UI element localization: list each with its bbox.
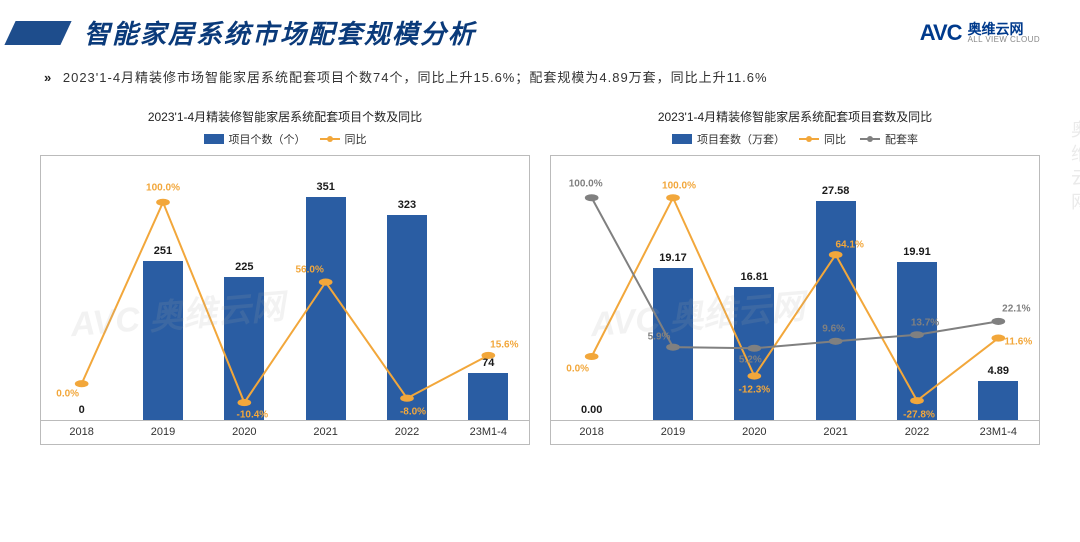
chart-left-title: 2023'1-4月精装修智能家居系统配套项目个数及同比 [40, 108, 530, 125]
legend-bar: 项目套数（万套） [672, 131, 785, 147]
bar-column: 351 [285, 166, 366, 420]
title-wrap: 智能家居系统市场配套规模分析 [18, 14, 476, 51]
line-value-label: 100.0% [662, 180, 696, 191]
subtitle: » 2023'1-4月精装修市场智能家居系统配套项目个数74个，同比上升15.6… [0, 57, 1080, 90]
bar-column: 0 [41, 166, 122, 420]
bar-column: 251 [122, 166, 203, 420]
line-value-label: 9.6% [822, 324, 845, 335]
line-swatch-icon [799, 138, 819, 140]
line-swatch-icon [860, 138, 880, 140]
line-value-label: 22.1% [1002, 304, 1030, 315]
subtitle-text: 2023'1-4月精装修市场智能家居系统配套项目个数74个，同比上升15.6%；… [63, 70, 768, 85]
legend-line-gray: 配套率 [860, 131, 918, 147]
logo-cn: 奥维云网 [968, 22, 1040, 36]
bar: 74 [468, 373, 508, 420]
line-swatch-icon: .legend .sw-line::before{background:inhe… [320, 138, 340, 140]
bar-column: 323 [366, 166, 447, 420]
logo-en: ALL VIEW CLOUD [968, 36, 1040, 44]
line-value-label: 11.6% [1004, 337, 1032, 348]
line-value-label: 0.0% [566, 363, 589, 374]
chart-left-plot: 0 251 225 351 323 74 2018201920202021202223M1… [40, 155, 530, 445]
x-tick: 23M1-4 [448, 421, 529, 444]
bar-value-label: 0 [79, 404, 85, 416]
charts-row: 2023'1-4月精装修智能家居系统配套项目个数及同比 项目个数（个） .leg… [0, 90, 1080, 445]
page-title: 智能家居系统市场配套规模分析 [84, 14, 476, 51]
line-value-label: 64.1% [835, 239, 863, 250]
bar-column: 74 [448, 166, 529, 420]
line-value-label: 13.7% [911, 317, 939, 328]
bar-value-label: 251 [154, 245, 172, 257]
bar-value-label: 351 [316, 181, 334, 193]
bar: 19.17 [653, 268, 693, 420]
x-tick: 2018 [41, 421, 122, 444]
x-tick: 2021 [285, 421, 366, 444]
line-value-label: 5.2% [739, 355, 762, 366]
chart-right-title: 2023'1-4月精装修智能家居系统配套项目套数及同比 [550, 108, 1040, 125]
bar-value-label: 19.17 [659, 252, 687, 264]
x-tick: 2019 [632, 421, 713, 444]
x-tick: 23M1-4 [958, 421, 1039, 444]
bar: 16.81 [734, 287, 774, 420]
bar-value-label: 74 [482, 357, 494, 369]
line-value-label: -27.8% [903, 409, 935, 420]
bar: 251 [143, 261, 183, 420]
bar: 225 [224, 277, 264, 420]
line-value-label: -10.4% [236, 409, 268, 420]
bar-value-label: 27.58 [822, 185, 850, 197]
chart-right-plot: 0.0019.1716.8127.5819.914.89 20182019202… [550, 155, 1040, 445]
line-value-label: 56.0% [295, 265, 323, 276]
bar-swatch-icon [204, 134, 224, 144]
line-value-label: 5.9% [648, 332, 671, 343]
x-tick: 2019 [122, 421, 203, 444]
x-tick: 2018 [551, 421, 632, 444]
bar-column: 4.89 [958, 166, 1039, 420]
bar-value-label: 4.89 [988, 365, 1009, 377]
bar-swatch-icon [672, 134, 692, 144]
x-tick: 2022 [366, 421, 447, 444]
bar-value-label: 0.00 [581, 404, 602, 416]
line-value-label: 100.0% [146, 183, 180, 194]
bar-column: 27.58 [795, 166, 876, 420]
bar-column: 16.81 [714, 166, 795, 420]
chart-right-legend: 项目套数（万套） 同比 配套率 [550, 131, 1040, 147]
bar: 19.91 [897, 262, 937, 420]
bar-column: 19.91 [876, 166, 957, 420]
x-tick: 2020 [714, 421, 795, 444]
logo: AVC 奥维云网 ALL VIEW CLOUD [920, 20, 1040, 46]
x-tick: 2020 [204, 421, 285, 444]
title-accent [4, 21, 71, 45]
line-value-label: 0.0% [56, 388, 79, 399]
line-value-label: 100.0% [569, 178, 603, 189]
bar-column: 225 [204, 166, 285, 420]
line-value-label: -12.3% [738, 385, 770, 396]
bar: 27.58 [816, 201, 856, 420]
x-tick: 2021 [795, 421, 876, 444]
bar-value-label: 16.81 [741, 271, 769, 283]
bar: 323 [387, 215, 427, 420]
chart-left: 2023'1-4月精装修智能家居系统配套项目个数及同比 项目个数（个） .leg… [40, 108, 530, 445]
bar-value-label: 225 [235, 261, 253, 273]
legend-bar: 项目个数（个） [204, 131, 306, 147]
bar-column: 19.17 [632, 166, 713, 420]
side-watermark: 奥维云网 [1066, 120, 1080, 216]
line-value-label: -8.0% [400, 407, 426, 418]
bar-column: 0.00 [551, 166, 632, 420]
bar: 4.89 [978, 381, 1018, 420]
bullet-icon: » [44, 70, 52, 85]
chart-left-legend: 项目个数（个） .legend .sw-line::before{backgro… [40, 131, 530, 147]
header: 智能家居系统市场配套规模分析 AVC 奥维云网 ALL VIEW CLOUD [0, 0, 1080, 57]
x-tick: 2022 [876, 421, 957, 444]
legend-line-orange: 同比 [799, 131, 846, 147]
bar: 351 [306, 197, 346, 420]
chart-right: 2023'1-4月精装修智能家居系统配套项目套数及同比 项目套数（万套） 同比 … [550, 108, 1040, 445]
logo-mark: AVC [920, 20, 962, 46]
legend-line: .legend .sw-line::before{background:inhe… [320, 131, 367, 147]
bar-value-label: 19.91 [903, 246, 931, 258]
line-value-label: 15.6% [490, 340, 518, 351]
bar-value-label: 323 [398, 199, 416, 211]
